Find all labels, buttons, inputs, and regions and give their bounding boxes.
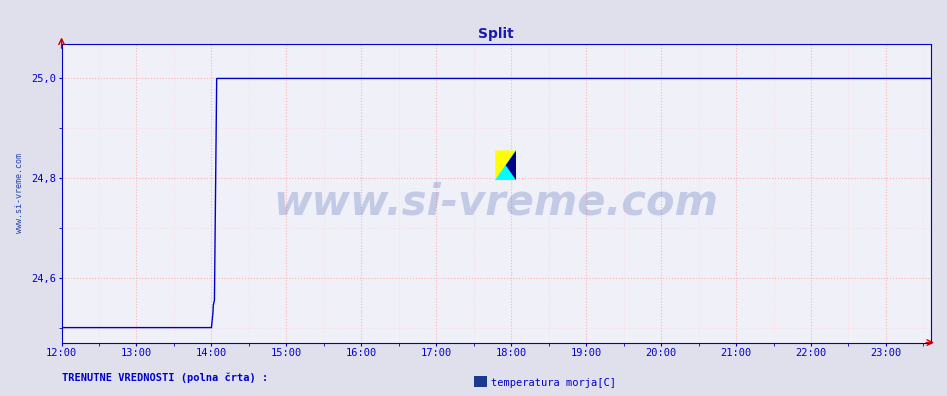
- Polygon shape: [495, 150, 516, 180]
- Title: Split: Split: [478, 27, 514, 41]
- Polygon shape: [506, 150, 516, 180]
- Text: www.si-vreme.com: www.si-vreme.com: [274, 181, 719, 223]
- Text: temperatura morja[C]: temperatura morja[C]: [491, 377, 616, 388]
- Polygon shape: [495, 150, 516, 180]
- Text: www.si-vreme.com: www.si-vreme.com: [15, 153, 25, 233]
- Text: TRENUTNE VREDNOSTI (polna črta) :: TRENUTNE VREDNOSTI (polna črta) :: [62, 373, 268, 383]
